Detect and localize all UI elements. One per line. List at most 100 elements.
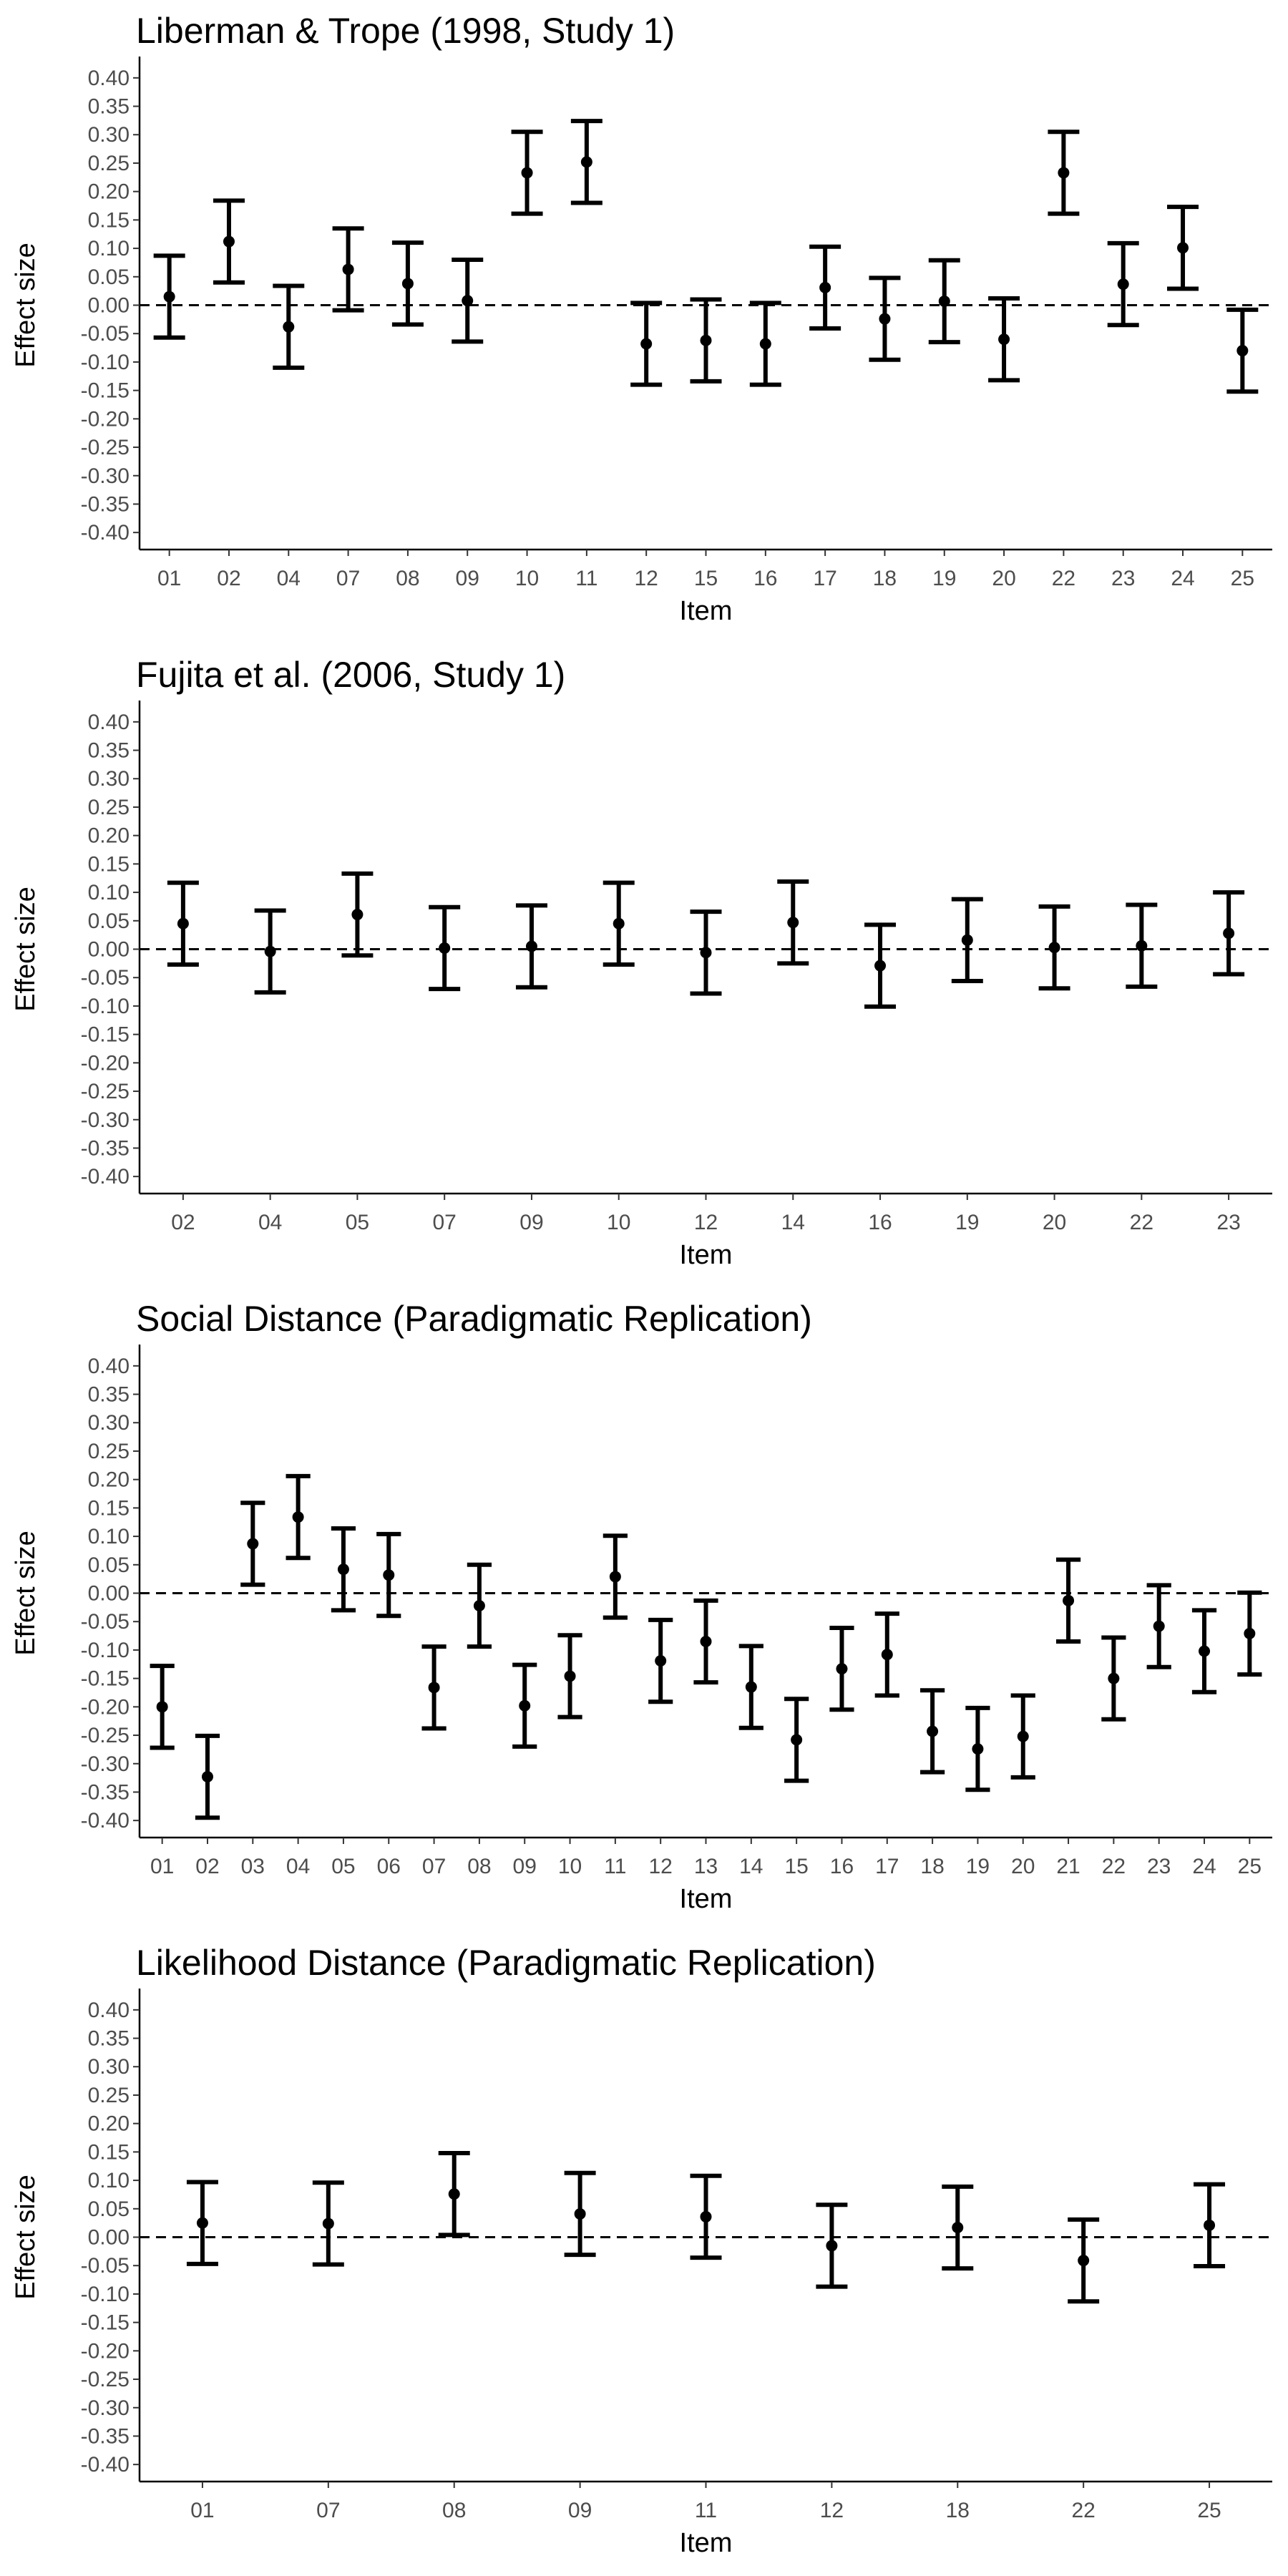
data-point-20 <box>1017 1730 1029 1742</box>
data-point-01 <box>156 1701 168 1713</box>
y-tick-label: 0.35 <box>88 2027 130 2051</box>
x-tick-label: 25 <box>1197 2499 1221 2522</box>
y-tick-label: -0.40 <box>81 1809 130 1833</box>
y-tick-label: 0.10 <box>88 881 130 904</box>
y-tick-label: 0.10 <box>88 1525 130 1548</box>
y-tick-label: 0.40 <box>88 67 130 90</box>
y-axis-label: Effect size <box>11 2175 41 2300</box>
data-point-07 <box>322 2218 334 2230</box>
y-tick-label: 0.00 <box>88 1582 130 1606</box>
y-tick-label: -0.05 <box>81 2254 130 2278</box>
data-point-03 <box>247 1538 259 1550</box>
y-tick-label: -0.10 <box>81 351 130 374</box>
y-tick-label: -0.35 <box>81 1780 130 1804</box>
x-tick-label: 05 <box>331 1855 355 1878</box>
data-point-15 <box>791 1734 803 1746</box>
y-tick-label: -0.40 <box>81 1165 130 1189</box>
y-tick-label: -0.05 <box>81 322 130 346</box>
x-tick-label: 15 <box>694 567 718 590</box>
y-tick-label: -0.15 <box>81 2311 130 2335</box>
y-tick-label: 0.05 <box>88 265 130 289</box>
x-tick-label: 23 <box>1147 1855 1171 1878</box>
data-point-08 <box>401 278 414 290</box>
y-axis-label: Effect size <box>11 1531 41 1656</box>
data-point-09 <box>525 940 537 952</box>
panel-4: Likelihood Distance (Paradigmatic Replic… <box>11 1943 1272 2558</box>
data-point-05 <box>337 1563 349 1576</box>
y-tick-label: 0.25 <box>88 796 130 819</box>
data-point-02 <box>223 235 235 248</box>
data-point-22 <box>1058 167 1070 179</box>
x-tick-label: 12 <box>820 2499 844 2522</box>
y-tick-label: -0.20 <box>81 1695 130 1719</box>
data-point-23 <box>1223 927 1235 940</box>
data-point-11 <box>700 2210 712 2223</box>
y-tick-label: -0.20 <box>81 1051 130 1075</box>
x-tick-label: 02 <box>195 1855 219 1878</box>
data-point-24 <box>1177 242 1189 254</box>
data-point-25 <box>1204 2219 1216 2231</box>
y-tick-label: -0.25 <box>81 1080 130 1103</box>
y-tick-label: 0.20 <box>88 180 130 204</box>
data-point-02 <box>177 917 189 930</box>
data-point-23 <box>1153 1620 1165 1632</box>
data-point-02 <box>201 1771 213 1783</box>
x-tick-label: 09 <box>513 1855 537 1878</box>
y-axis-label: Effect size <box>11 243 41 368</box>
y-tick-label: 0.15 <box>88 2140 130 2164</box>
y-tick-label: -0.10 <box>81 2283 130 2306</box>
y-tick-label: 0.20 <box>88 824 130 848</box>
x-tick-label: 13 <box>694 1855 718 1878</box>
panel-title: Fujita et al. (2006, Study 1) <box>136 655 565 695</box>
y-tick-label: -0.35 <box>81 1136 130 1160</box>
y-tick-label: 0.00 <box>88 2226 130 2250</box>
y-tick-label: -0.40 <box>81 521 130 545</box>
data-point-14 <box>745 1681 757 1693</box>
y-tick-label: -0.25 <box>81 1724 130 1747</box>
x-axis-label: Item <box>680 2528 733 2558</box>
panel-1: Liberman & Trope (1998, Study 1) 0.40 0.35… <box>11 11 1272 626</box>
data-point-18 <box>879 313 891 325</box>
data-point-04 <box>292 1511 304 1523</box>
x-tick-label: 22 <box>1052 567 1075 590</box>
y-tick-label: 0.35 <box>88 739 130 763</box>
data-point-14 <box>787 917 799 929</box>
x-tick-label: 07 <box>336 567 360 590</box>
x-tick-label: 11 <box>695 2499 717 2522</box>
y-axis-label: Effect size <box>11 887 41 1012</box>
x-tick-label: 09 <box>456 567 479 590</box>
x-tick-label: 07 <box>433 1211 457 1234</box>
x-tick-label: 25 <box>1238 1855 1262 1878</box>
y-tick-label: 0.05 <box>88 909 130 933</box>
data-point-20 <box>1048 942 1060 954</box>
x-tick-label: 16 <box>830 1855 854 1878</box>
x-tick-label: 23 <box>1111 567 1135 590</box>
data-point-10 <box>613 917 625 930</box>
x-tick-label: 24 <box>1171 567 1194 590</box>
data-point-08 <box>448 2188 460 2200</box>
data-point-09 <box>462 295 474 307</box>
data-point-07 <box>439 942 451 954</box>
y-tick-label: 0.20 <box>88 1468 130 1492</box>
panel-2: Fujita et al. (2006, Study 1) 0.40 0.35 0.3… <box>11 655 1272 1270</box>
y-tick-label: -0.05 <box>81 966 130 990</box>
data-point-17 <box>881 1649 893 1661</box>
x-tick-label: 11 <box>604 1855 626 1878</box>
y-tick-label: 0.25 <box>88 1440 130 1463</box>
x-tick-label: 18 <box>873 567 897 590</box>
x-tick-label: 04 <box>277 567 301 590</box>
x-axis-label: Item <box>680 1240 733 1270</box>
y-tick-label: 0.15 <box>88 852 130 876</box>
data-point-04 <box>264 945 276 957</box>
x-tick-label: 17 <box>875 1855 899 1878</box>
x-tick-label: 09 <box>568 2499 592 2522</box>
y-tick-label: 0.30 <box>88 767 130 791</box>
y-tick-label: 0.00 <box>88 294 130 318</box>
x-tick-label: 15 <box>784 1855 808 1878</box>
data-point-07 <box>342 263 354 275</box>
x-tick-label: 02 <box>217 567 240 590</box>
data-point-12 <box>700 947 712 959</box>
x-axis-label: Item <box>680 596 733 626</box>
y-tick-label: 0.25 <box>88 2084 130 2107</box>
